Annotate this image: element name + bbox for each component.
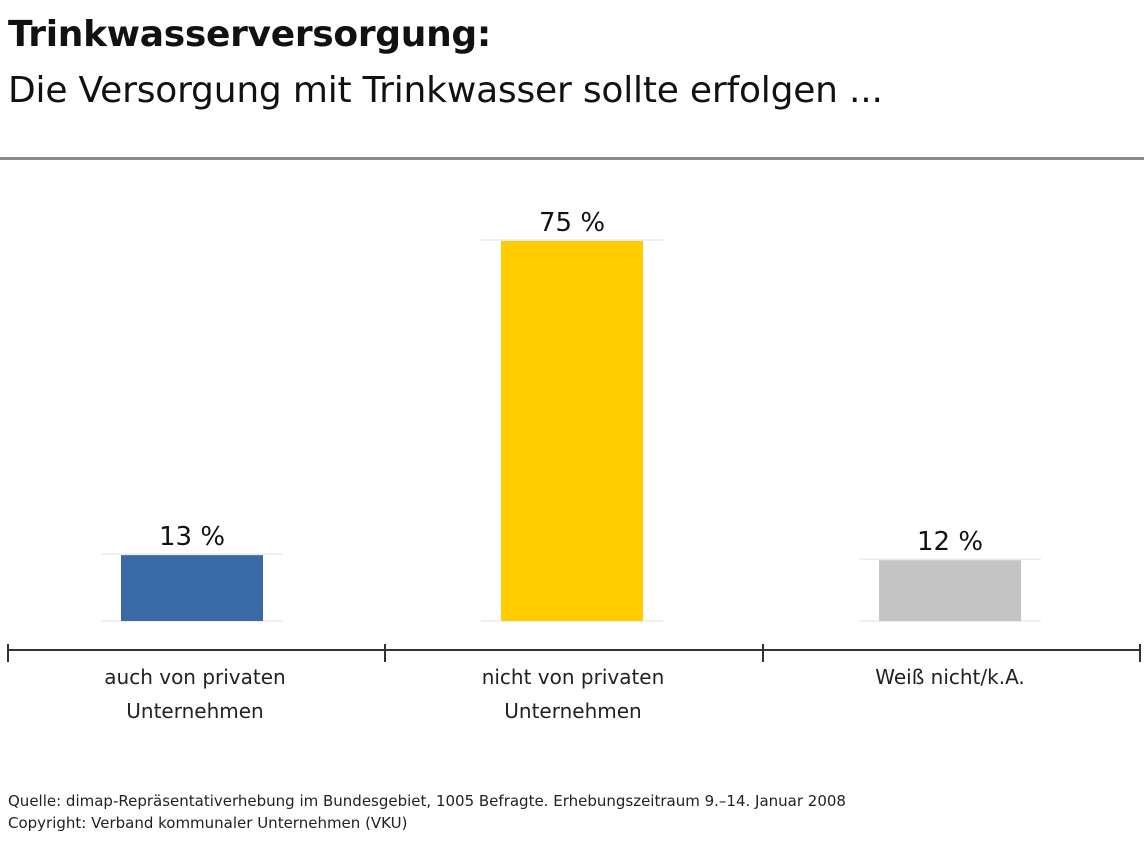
source-note: Quelle: dimap-Repräsentativerhebung im B… <box>8 790 846 834</box>
title-divider <box>0 157 1144 160</box>
bar-1 <box>501 241 643 621</box>
copyright-line: Copyright: Verband kommunaler Unternehme… <box>8 814 408 832</box>
source-line: Quelle: dimap-Repräsentativerhebung im B… <box>8 792 846 810</box>
bar-2 <box>879 560 1021 621</box>
chart-subtitle: Die Versorgung mit Trinkwasser sollte er… <box>8 70 883 111</box>
bar-0 <box>121 555 263 621</box>
bar-value-label-1: 75 % <box>539 208 605 238</box>
bar-value-label-0: 13 % <box>159 522 225 552</box>
chart-title: Trinkwasserversorgung: <box>8 14 491 55</box>
category-label-1: nicht von privaten Unternehmen <box>481 665 665 723</box>
category-label-0: auch von privaten Unternehmen <box>104 665 286 723</box>
category-label-2: Weiß nicht/k.A. <box>875 665 1025 689</box>
bar-value-label-2: 12 % <box>917 527 983 557</box>
